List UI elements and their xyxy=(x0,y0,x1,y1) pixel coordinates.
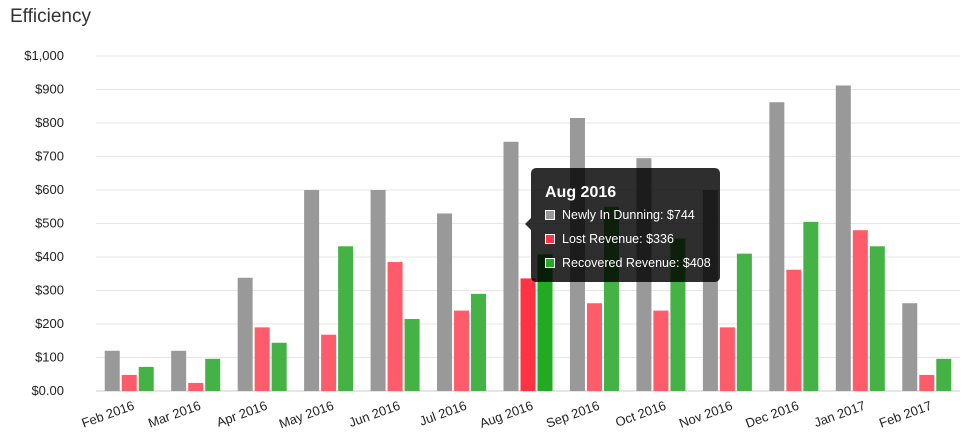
y-tick-label: $200 xyxy=(35,316,64,331)
recovered-revenue-bar[interactable] xyxy=(869,246,885,391)
lost-revenue-bar[interactable] xyxy=(719,327,735,391)
bars xyxy=(104,85,952,391)
lost-revenue-bar[interactable] xyxy=(919,374,935,391)
x-tick-label: Mar 2016 xyxy=(146,398,203,431)
tooltip-arrow xyxy=(525,218,531,230)
lost-revenue-bar[interactable] xyxy=(520,278,536,391)
tooltip-row-recovered-revenue: Recovered Revenue: $408 xyxy=(545,256,711,270)
lost-revenue-bar[interactable] xyxy=(321,334,337,391)
x-tick-label: Jun 2016 xyxy=(347,398,402,430)
swatch-recovered-revenue xyxy=(545,258,555,268)
recovered-revenue-bar[interactable] xyxy=(803,221,819,391)
y-tick-label: $600 xyxy=(35,182,64,197)
y-tick-label: $400 xyxy=(35,249,64,264)
y-tick-label: $700 xyxy=(35,149,64,164)
tooltip-row-label: Newly In Dunning: $744 xyxy=(562,208,695,222)
y-tick-label: $900 xyxy=(35,82,64,97)
recovered-revenue-bar[interactable] xyxy=(936,358,952,391)
y-tick-label: $1,000 xyxy=(24,48,64,63)
newly-in-dunning-bar[interactable] xyxy=(902,303,918,391)
lost-revenue-bar[interactable] xyxy=(387,262,403,391)
newly-in-dunning-bar[interactable] xyxy=(104,350,120,391)
recovered-revenue-bar[interactable] xyxy=(271,342,287,391)
recovered-revenue-bar[interactable] xyxy=(537,254,553,391)
x-tick-label: Feb 2016 xyxy=(80,398,137,431)
tooltip-row-lost-revenue: Lost Revenue: $336 xyxy=(545,232,674,246)
x-tick-label: Sep 2016 xyxy=(544,398,601,431)
swatch-lost-revenue xyxy=(545,234,555,244)
y-tick-label: $100 xyxy=(35,350,64,365)
x-tick-label: Oct 2016 xyxy=(613,398,668,430)
recovered-revenue-bar[interactable] xyxy=(404,318,420,391)
tooltip-title: Aug 2016 xyxy=(545,184,617,201)
recovered-revenue-bar[interactable] xyxy=(338,246,354,391)
y-tick-label: $300 xyxy=(35,283,64,298)
lost-revenue-bar[interactable] xyxy=(254,327,270,391)
x-tick-label: Nov 2016 xyxy=(677,398,734,431)
newly-in-dunning-bar[interactable] xyxy=(769,102,785,391)
lost-revenue-bar[interactable] xyxy=(653,310,669,391)
newly-in-dunning-bar[interactable] xyxy=(437,213,453,391)
recovered-revenue-bar[interactable] xyxy=(205,358,221,391)
x-tick-label: Apr 2016 xyxy=(214,398,269,430)
chart-title: Efficiency xyxy=(10,6,91,27)
lost-revenue-bar[interactable] xyxy=(852,230,868,391)
tooltip-row-newly-in-dunning: Newly In Dunning: $744 xyxy=(545,208,695,222)
y-tick-label: $0.00 xyxy=(31,383,64,398)
tooltip: Aug 2016 Newly In Dunning: $744 Lost Rev… xyxy=(525,168,720,282)
newly-in-dunning-bar[interactable] xyxy=(237,277,253,391)
x-axis: Feb 2016 Mar 2016 Apr 2016 May 2016 Jun 2016… xyxy=(80,398,934,432)
newly-in-dunning-bar[interactable] xyxy=(370,190,386,391)
lost-revenue-bar[interactable] xyxy=(586,303,602,391)
lost-revenue-bar[interactable] xyxy=(454,310,470,391)
recovered-revenue-bar[interactable] xyxy=(736,253,752,391)
x-tick-label: Feb 2017 xyxy=(877,398,934,431)
recovered-revenue-bar[interactable] xyxy=(471,293,487,391)
newly-in-dunning-bar[interactable] xyxy=(835,85,851,391)
lost-revenue-bar[interactable] xyxy=(786,269,802,391)
x-tick-label: May 2016 xyxy=(277,398,336,432)
x-tick-label: Aug 2016 xyxy=(478,398,535,431)
x-tick-label: Jul 2016 xyxy=(417,398,468,429)
y-axis: $0.00 $100 $200 $300 $400 $500 $600 $700 $800 $90… xyxy=(24,48,64,398)
lost-revenue-bar[interactable] xyxy=(188,382,204,391)
x-tick-label: Dec 2016 xyxy=(743,398,800,431)
tooltip-row-label: Lost Revenue: $336 xyxy=(562,232,674,246)
newly-in-dunning-bar[interactable] xyxy=(503,141,519,391)
newly-in-dunning-bar[interactable] xyxy=(171,350,187,391)
y-tick-label: $500 xyxy=(35,216,64,231)
recovered-revenue-bar[interactable] xyxy=(138,366,154,391)
y-tick-label: $800 xyxy=(35,115,64,130)
tooltip-row-label: Recovered Revenue: $408 xyxy=(562,256,711,270)
newly-in-dunning-bar[interactable] xyxy=(304,190,320,391)
lost-revenue-bar[interactable] xyxy=(121,374,137,391)
x-tick-label: Jan 2017 xyxy=(812,398,867,430)
swatch-newly-in-dunning xyxy=(545,210,555,220)
